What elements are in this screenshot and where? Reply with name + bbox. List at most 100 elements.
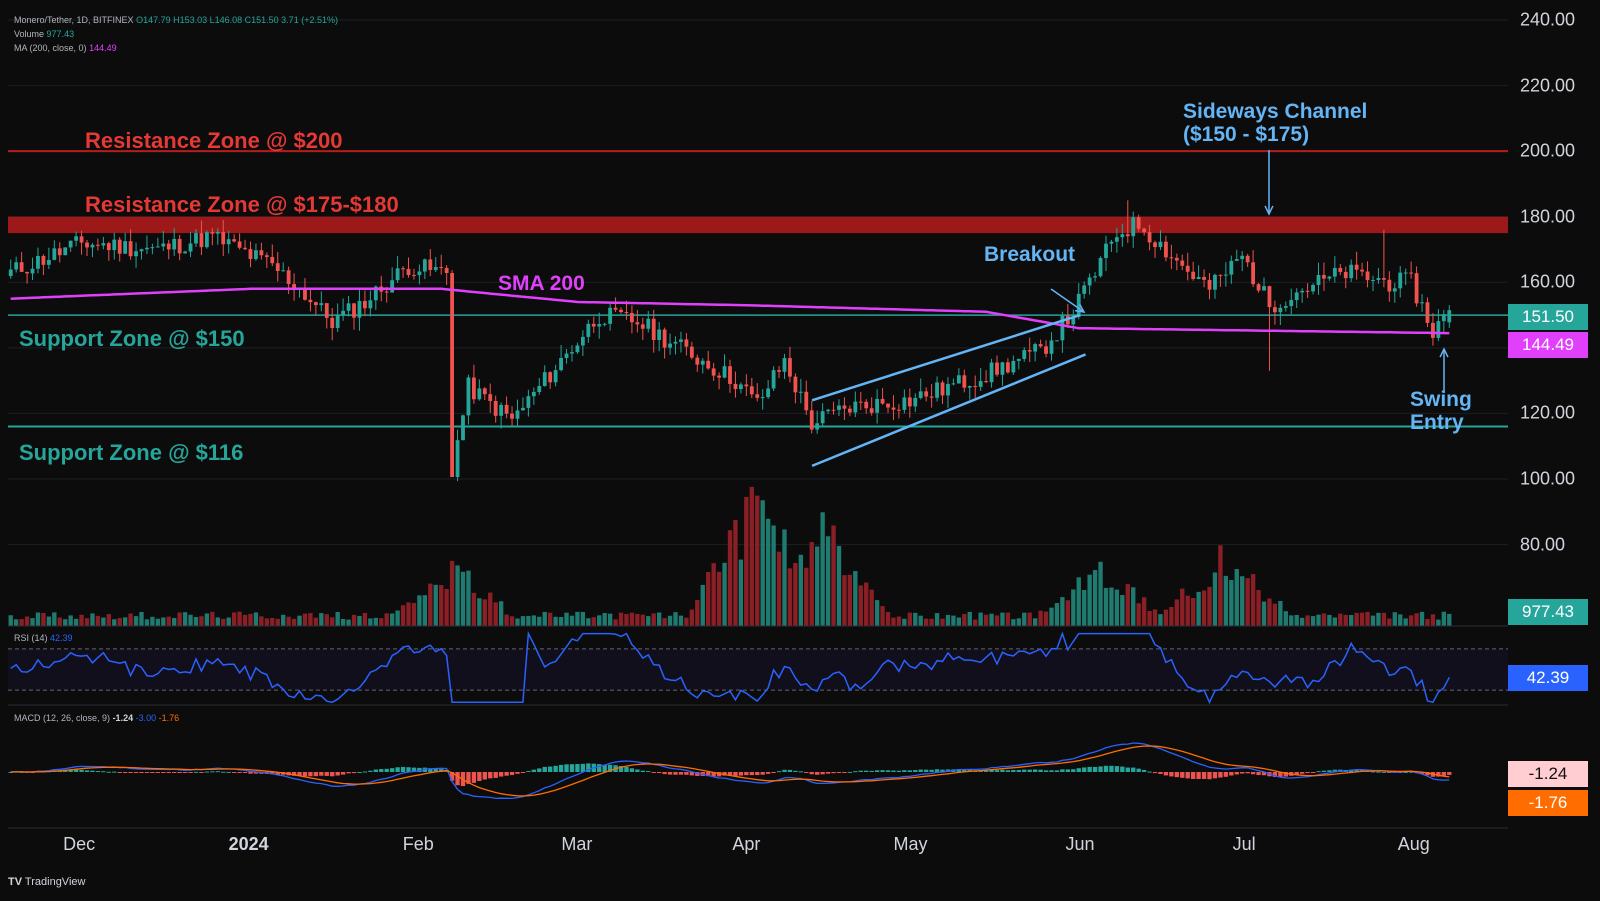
volume-bar	[711, 563, 716, 626]
volume-bar	[727, 530, 733, 626]
x-tick-label: Jun	[1065, 834, 1095, 854]
volume-bar	[19, 619, 24, 626]
volume-bar	[553, 616, 558, 626]
legend-ma[interactable]: MA (200, close, 0) 144.49	[14, 42, 117, 55]
macd-hist-bar	[1370, 771, 1376, 773]
macd-hist-bar	[122, 772, 128, 773]
channel-trendline	[811, 353, 1087, 468]
macd-hist-bar	[68, 769, 73, 772]
candle-body	[145, 247, 149, 250]
macd-hist-bar	[597, 764, 602, 772]
volume-bar	[389, 613, 395, 626]
volume-bar	[673, 612, 678, 626]
volume-bar	[520, 616, 526, 626]
volume-bar	[1272, 603, 1278, 626]
breakout-label: Breakout	[984, 243, 1076, 266]
volume-bar	[760, 500, 765, 626]
macd-hist-bar	[1016, 769, 1021, 772]
candle-body	[521, 407, 525, 411]
volume-bar	[139, 611, 144, 626]
tradingview-logo[interactable]: TV TradingView	[8, 876, 85, 888]
macd-hist-bar	[1032, 769, 1038, 772]
candle-body	[264, 255, 269, 257]
x-tick-label: Aug	[1397, 834, 1430, 854]
candle-body	[1044, 346, 1048, 354]
rsi-line	[10, 630, 1450, 705]
macd-hist-bar	[749, 772, 754, 776]
volume-bar	[880, 606, 885, 626]
candle-body	[63, 247, 68, 256]
candle-body	[1174, 257, 1179, 261]
macd-line	[10, 742, 1450, 800]
volume-bar	[722, 562, 727, 626]
volume-bar	[270, 617, 275, 626]
volume-bar	[1447, 613, 1452, 626]
macd-hist-bar	[646, 771, 651, 773]
candle-body	[188, 243, 193, 252]
volume-bar	[73, 618, 79, 626]
candle-body	[1327, 276, 1332, 279]
macd-hist-bar	[1180, 772, 1185, 778]
candle-body	[820, 411, 825, 424]
macd-hist-bar	[466, 772, 471, 784]
candle-body	[973, 386, 978, 388]
legend-rsi[interactable]: RSI (14) 42.39	[14, 632, 73, 645]
legend-symbol[interactable]: Monero/Tether, 1D, BITFINEX O147.79 H153…	[14, 14, 338, 27]
macd-hist-bar	[139, 772, 144, 774]
candle-body	[1131, 217, 1136, 237]
x-tick-label: Feb	[402, 834, 434, 854]
macd-hist-bar	[90, 770, 95, 772]
legend-macd[interactable]: MACD (12, 26, close, 9) -1.24 -3.00 -1.7…	[14, 712, 179, 725]
candle-body	[1392, 288, 1397, 292]
volume-bar	[586, 618, 591, 626]
volume-bar	[35, 612, 41, 626]
volume-bar	[1027, 612, 1032, 626]
volume-bar	[983, 614, 989, 626]
volume-bar	[733, 519, 738, 626]
legend-volume[interactable]: Volume 977.43	[14, 28, 74, 41]
candle-body	[1256, 284, 1261, 291]
ma-badge: 144.49	[1508, 332, 1588, 358]
candle-body	[1294, 292, 1299, 301]
volume-bar	[226, 617, 231, 626]
volume-bar	[1359, 612, 1365, 626]
macd-hist-bar	[793, 770, 798, 772]
volume-bar	[558, 616, 564, 626]
volume-bar	[439, 585, 444, 626]
macd-hist-bar	[738, 772, 744, 776]
volume-bar	[1332, 617, 1338, 626]
candle-body	[673, 341, 678, 344]
macd-hist-bar	[242, 772, 248, 773]
macd-hist-bar	[182, 772, 188, 773]
volume-bar	[340, 618, 346, 626]
candle-body	[602, 323, 607, 325]
volume-bar	[689, 609, 695, 626]
candle-body	[1371, 280, 1375, 282]
volume-bar	[1174, 599, 1180, 626]
macd-hist-bar	[815, 772, 820, 775]
candle-body	[1082, 285, 1087, 294]
candle-body	[1087, 277, 1092, 286]
sma-200-label: SMA 200	[498, 272, 585, 295]
sideways-channel-line2: ($150 - $175)	[1183, 123, 1310, 146]
volume-bar	[455, 565, 460, 626]
volume-bar	[313, 617, 319, 626]
macd-hist-bar	[193, 771, 199, 773]
macd-hist-bar	[983, 770, 989, 772]
candle-body	[319, 303, 324, 306]
volume-bar	[1109, 587, 1114, 626]
volume-bar	[744, 496, 749, 626]
volume-bar	[1125, 584, 1130, 626]
volume-bar	[504, 614, 509, 626]
volume-bar	[1087, 574, 1092, 626]
candle-body	[1229, 260, 1234, 275]
candle-body	[886, 403, 890, 408]
macd-hist-bar	[994, 770, 1000, 772]
macd-hist-bar	[1049, 770, 1054, 772]
candle-body	[586, 323, 591, 337]
legend-macd-label: MACD (12, 26, close, 9)	[14, 713, 111, 723]
resistance-200-label: Resistance Zone @ $200	[85, 128, 343, 153]
candle-body	[619, 309, 623, 313]
